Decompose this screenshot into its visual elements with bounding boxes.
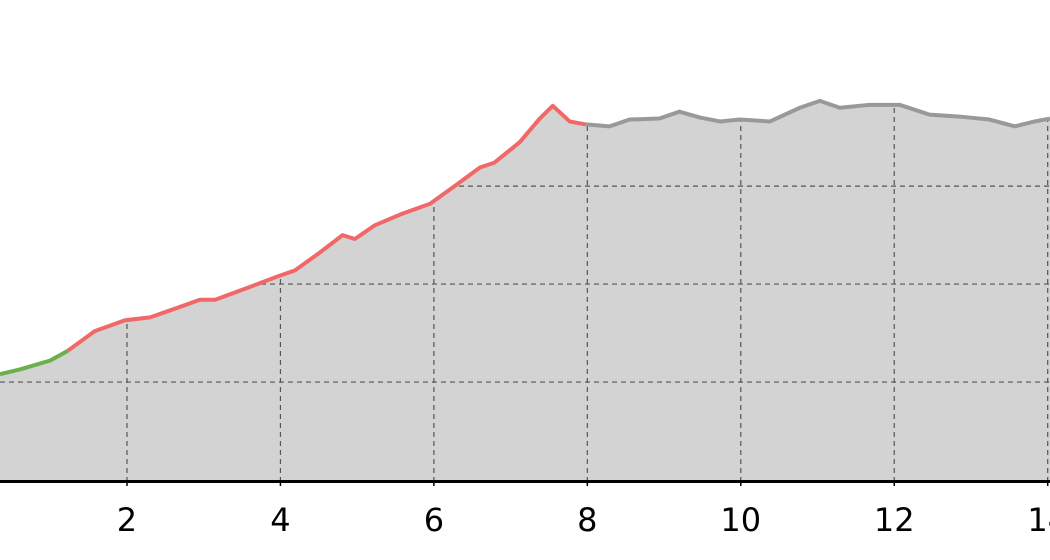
x-tick-label: 6 [424, 501, 444, 539]
profile-line [585, 98, 1050, 129]
x-tick-label: 8 [577, 501, 597, 539]
profile-line [0, 348, 69, 377]
area-fill [585, 100, 1050, 481]
x-tick-label: 14 [1027, 501, 1050, 539]
area-fill [67, 105, 587, 481]
profile-line [66, 103, 587, 353]
x-tick-label: 4 [270, 501, 290, 539]
x-tick-label: 12 [874, 501, 915, 539]
x-tick-label: 2 [117, 501, 137, 539]
x-tick-label: 10 [720, 501, 761, 539]
